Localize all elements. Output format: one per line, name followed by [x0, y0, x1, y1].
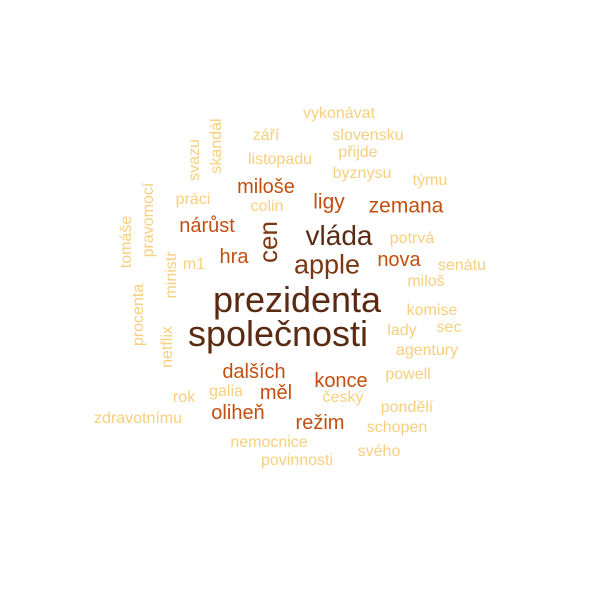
word-pravomoci: pravomocí: [140, 182, 157, 258]
word-apple: apple: [293, 249, 361, 280]
word-hra: hra: [219, 246, 249, 268]
word-nova: nova: [377, 249, 421, 271]
word-tymu: týmu: [412, 172, 448, 189]
word-colin: colin: [250, 198, 284, 215]
word-prezidenta: prezidenta: [212, 279, 382, 320]
word-povinnosti: povinnosti: [260, 452, 334, 469]
word-ministr: ministr: [163, 251, 180, 299]
word-vykonavat: vykonávat: [302, 105, 376, 122]
word-pondeli: pondělí: [380, 399, 434, 416]
word-rok: rok: [172, 389, 196, 406]
word-zdravotnimu: zdravotnímu: [93, 410, 183, 427]
word-svazu: svazu: [186, 139, 203, 181]
word-dalsich: dalších: [222, 361, 286, 383]
word-milose: miloše: [237, 176, 295, 198]
word-zemana: zemana: [368, 194, 444, 218]
word-vlada: vláda: [305, 220, 373, 251]
word-konce: konce: [314, 370, 368, 392]
word-procenta: procenta: [130, 283, 147, 347]
word-praci: práci: [175, 191, 211, 208]
word-komise: komise: [406, 302, 458, 319]
word-narust: nárůst: [179, 215, 235, 237]
word-senatu: senátu: [437, 257, 487, 274]
word-olihen: oliheň: [211, 402, 265, 424]
word-galia: galia: [209, 383, 243, 400]
word-powell: powell: [385, 366, 431, 383]
word-tomase: tomáše: [118, 215, 135, 269]
word-m1: m1: [182, 256, 206, 273]
word-skandal: skandál: [208, 118, 225, 174]
word-mel: měl: [259, 382, 293, 404]
word-potrva: potrvá: [389, 230, 435, 247]
word-prijde: přijde: [338, 144, 378, 161]
word-nemocnice: nemocnice: [230, 434, 308, 451]
word-schopen: schopen: [366, 419, 428, 436]
word-sec: sec: [436, 319, 462, 336]
word-listopadu: listopadu: [247, 151, 313, 168]
word-lady: lady: [387, 322, 417, 339]
word-slovensku: slovensku: [332, 127, 404, 144]
word-spolecnosti: společnosti: [187, 313, 369, 354]
word-sveho: svého: [357, 443, 401, 460]
word-ligy: ligy: [313, 190, 345, 214]
word-agentury: agentury: [395, 342, 459, 359]
word-rezim: režim: [295, 412, 345, 434]
word-cesky: český: [322, 389, 364, 406]
word-cen: cen: [253, 221, 283, 263]
word-milos: miloš: [407, 273, 445, 290]
word-byznysu: byznysu: [332, 165, 392, 182]
word-netflix: netflix: [159, 326, 176, 368]
word-zari: září: [252, 127, 280, 144]
